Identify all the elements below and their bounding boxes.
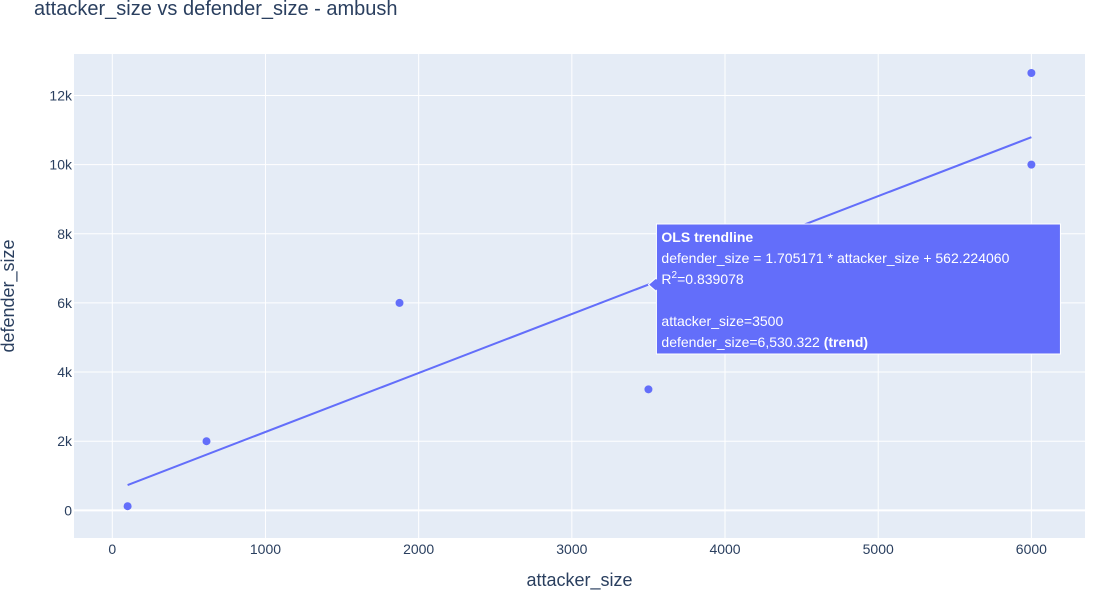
y-tick-label: 0 xyxy=(64,502,72,518)
y-axis-title: defender_size xyxy=(0,239,19,352)
hover-line: defender_size=6,530.322 (trend) xyxy=(661,334,868,350)
hover-tooltip: OLS trendline defender_size = 1.705171 * … xyxy=(647,223,1061,355)
y-tick-label: 4k xyxy=(57,364,73,380)
hover-line: OLS trendline xyxy=(661,229,753,245)
hover-box xyxy=(655,223,1061,355)
y-tick-label: 2k xyxy=(57,433,73,449)
y-tick-label: 8k xyxy=(57,226,73,242)
hover-text-span: defender_size=6,530.322 xyxy=(661,334,820,350)
hover-pointer-fill xyxy=(649,278,658,291)
x-tick-label: 6000 xyxy=(1016,541,1047,557)
ols-trendline xyxy=(127,136,1032,486)
x-tick-label: 3000 xyxy=(556,541,587,557)
trendline-layer xyxy=(127,136,1032,486)
data-point xyxy=(1027,160,1036,169)
x-axis-title: attacker_size xyxy=(526,570,632,591)
x-tick-label: 1000 xyxy=(250,541,281,557)
hover-line: R2=0.839078 xyxy=(661,270,743,287)
x-tick-label: 2000 xyxy=(403,541,434,557)
y-tick-label: 10k xyxy=(49,157,73,173)
x-tick-label: 5000 xyxy=(863,541,894,557)
hover-sup: 2 xyxy=(672,270,678,281)
x-tick-label: 0 xyxy=(108,541,116,557)
hover-text-span: R xyxy=(661,271,671,287)
hover-bold-suffix: (trend) xyxy=(820,334,868,350)
data-point xyxy=(1027,69,1036,78)
hover-text-span: attacker_size=3500 xyxy=(661,313,783,329)
data-point xyxy=(644,385,653,394)
hover-line: defender_size = 1.705171 * attacker_size… xyxy=(661,250,1009,266)
hover-text-span: defender_size = 1.705171 * attacker_size… xyxy=(661,250,1009,266)
y-tick-label: 12k xyxy=(49,87,73,103)
x-tick-label: 4000 xyxy=(709,541,740,557)
y-tick-label: 6k xyxy=(57,295,73,311)
data-point xyxy=(123,502,132,511)
hover-text-span: =0.839078 xyxy=(677,271,744,287)
axis-ticks: 0 1000 2000 3000 4000 5000 6000 0 2k 4k 6k 8k 10k 12k xyxy=(49,87,1047,557)
data-points xyxy=(123,69,1036,511)
data-point xyxy=(395,298,404,307)
hover-line: attacker_size=3500 xyxy=(661,313,783,329)
hover-text-span: OLS trendline xyxy=(661,229,753,245)
data-point xyxy=(202,437,211,446)
chart-title: attacker_size vs defender_size - ambush xyxy=(34,0,398,20)
